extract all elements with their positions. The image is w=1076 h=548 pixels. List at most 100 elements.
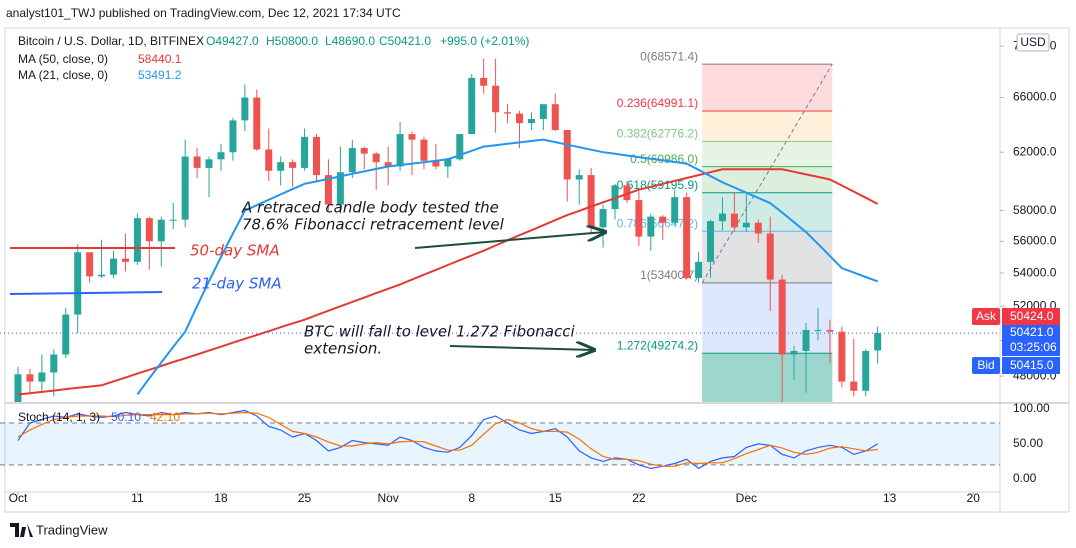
candle-body <box>98 274 106 277</box>
bid-box <box>1002 357 1060 374</box>
annotation-arrow <box>414 232 605 249</box>
fib-zone <box>702 111 833 142</box>
candle-body <box>181 156 189 220</box>
candle-body <box>862 350 870 391</box>
x-tick-label: 8 <box>468 491 475 505</box>
candle-body <box>504 112 512 114</box>
y-tick-label: 50.00 <box>1013 436 1043 450</box>
ohlc-open: O49427.0 <box>206 34 259 48</box>
candle-body <box>396 134 404 167</box>
currency-box <box>1016 33 1050 52</box>
publisher-header: analyst101_TWJ published on TradingView.… <box>6 6 401 20</box>
footer-brand: TradingView <box>36 522 108 537</box>
candle-body <box>742 222 750 228</box>
price-pane: 0(68571.4)0.236(64991.1)0.382(62776.2)0.… <box>0 49 1000 402</box>
candle-body <box>850 381 858 391</box>
candle-body <box>133 218 141 262</box>
sma21-label: 21-day SMA <box>192 275 282 293</box>
candle-body <box>790 350 798 355</box>
candle-body <box>193 156 201 168</box>
candle-body <box>50 354 58 373</box>
ask-label: Ask <box>976 309 997 323</box>
candle-body <box>26 374 34 382</box>
x-tick-label: 11 <box>131 491 144 505</box>
fib-label: 0(68571.4) <box>640 49 698 63</box>
candle-body <box>527 119 535 124</box>
annotation: A retraced candle body tested the <box>241 199 499 217</box>
fib-trend <box>701 63 833 284</box>
symbol-legend: Bitcoin / U.S. Dollar, 1D, BITFINEX <box>18 34 204 48</box>
annotation: BTC will fall to level 1.272 Fibonacci <box>304 323 575 341</box>
candle-body <box>313 136 320 176</box>
legend-value: 42.10 <box>150 410 180 424</box>
fib-zone <box>702 282 833 354</box>
candle-body <box>372 153 380 163</box>
candle-body <box>265 149 273 171</box>
fib-zone <box>702 64 833 112</box>
legend-entry: MA (21, close, 0) <box>18 68 108 82</box>
candle-body <box>205 159 213 168</box>
annotation-arrow <box>449 346 594 350</box>
candle-body <box>730 213 738 228</box>
ohlc-change: +995.0 (+2.01%) <box>440 34 529 48</box>
candle-body <box>778 279 786 355</box>
currency: USD <box>1020 35 1046 49</box>
x-tick-label: 18 <box>214 491 228 505</box>
candle-body <box>826 329 834 332</box>
candle-body <box>444 159 452 167</box>
candle-body <box>647 216 655 237</box>
candle-body <box>695 261 703 278</box>
candle-body <box>74 252 82 315</box>
candle-body <box>62 314 70 355</box>
ohlc-low: L48690.0 <box>325 34 375 48</box>
fib-zone <box>702 353 833 402</box>
stoch-line <box>17 409 879 470</box>
annotation: extension. <box>304 340 382 358</box>
bid-tag <box>972 357 1000 374</box>
candle-body <box>336 172 344 205</box>
stoch-pane <box>0 409 1000 470</box>
y-tick-label: 0.00 <box>1013 471 1037 485</box>
last-price: 50421.0 <box>1010 325 1054 339</box>
candle-body <box>253 97 261 150</box>
candle-body <box>324 175 332 205</box>
countdown: 03:25:06 <box>1010 340 1057 354</box>
legend-value: 58440.1 <box>138 52 182 66</box>
candle-body <box>623 185 631 201</box>
candle-body <box>14 374 22 402</box>
ohlc-close: C50421.0 <box>379 34 431 48</box>
candle-body <box>683 197 691 278</box>
candle-body <box>659 216 667 223</box>
candle-body <box>480 77 488 86</box>
y-tick-label: 100.00 <box>1013 401 1050 415</box>
candle-body <box>599 209 607 228</box>
y-tick-label: 54000.0 <box>1013 265 1057 279</box>
candle-body <box>432 160 440 167</box>
candle-body <box>838 331 846 382</box>
stoch-line <box>17 411 878 467</box>
moving-average <box>17 168 879 396</box>
candle-body <box>157 219 165 242</box>
y-tick-label: 66000.0 <box>1013 90 1057 104</box>
candle-body <box>289 162 297 168</box>
fib-label: 1.272(49274.2) <box>617 338 698 352</box>
ask-box <box>1002 308 1060 325</box>
fib-label: 0.382(62776.2) <box>617 127 698 141</box>
candle-body <box>145 218 153 242</box>
fib-zone <box>702 166 833 193</box>
x-tick-label: 22 <box>632 491 646 505</box>
legend-value: 53491.2 <box>138 68 182 82</box>
candle-body <box>301 136 309 168</box>
candle-body <box>515 113 523 124</box>
last-box <box>1002 325 1060 356</box>
fib-label: 0.236(64991.1) <box>617 96 698 110</box>
ask-price: 50424.0 <box>1010 309 1054 323</box>
x-tick-label: Nov <box>377 491 398 505</box>
price-labels: USD Ask 50424.0 50421.0 03:25:06 Bid 504… <box>972 33 1060 374</box>
candle-body <box>587 175 595 228</box>
fib-zone <box>702 141 833 167</box>
candle-body <box>802 329 810 351</box>
x-tick-label: Oct <box>9 491 28 505</box>
